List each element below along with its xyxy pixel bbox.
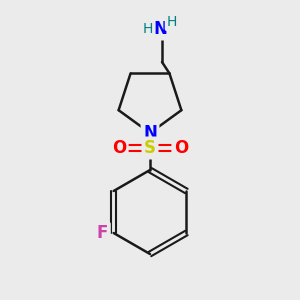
Text: O: O (174, 139, 188, 157)
Text: N: N (153, 20, 167, 38)
Text: F: F (97, 224, 108, 242)
Text: H: H (167, 15, 177, 29)
Text: N: N (143, 124, 157, 142)
Text: S: S (144, 139, 156, 157)
Text: O: O (112, 139, 126, 157)
Text: H: H (143, 22, 153, 36)
